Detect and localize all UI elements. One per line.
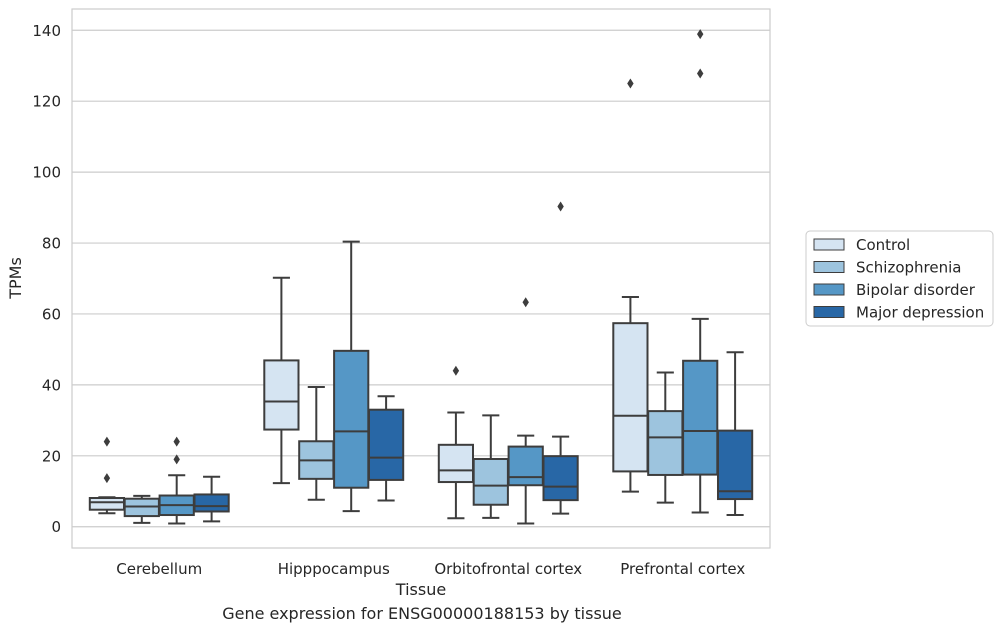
legend-swatch (813, 283, 845, 296)
chart-caption: Gene expression for ENSG00000188153 by t… (222, 604, 622, 623)
box-iqr (472, 457, 509, 506)
outlier-point (452, 365, 460, 376)
box-3-3 (716, 351, 754, 517)
box-2-1 (472, 414, 509, 519)
legend: Control Schizophrenia Bipolar disorder Majo… (805, 230, 994, 327)
box-marks (88, 29, 754, 525)
box-iqr (542, 455, 579, 502)
outlier-point (103, 473, 111, 484)
legend-label: Control (856, 236, 910, 254)
box-0-3 (193, 475, 230, 523)
x-tick-label: Orbitofrontal cortex (434, 560, 582, 578)
outlier-point (697, 29, 704, 40)
y-tick-label: 60 (42, 305, 61, 323)
box-iqr (193, 493, 230, 513)
box-1-1 (298, 386, 335, 501)
y-tick-label: 100 (32, 164, 61, 182)
x-axis-label: Tissue (395, 580, 446, 599)
box-iqr (367, 408, 405, 481)
box-2-2 (507, 297, 544, 525)
box-3-2 (682, 29, 719, 514)
legend-label: Bipolar disorder (856, 281, 976, 299)
y-tick-labels: 0 20 40 60 80 100 120 140 (32, 22, 61, 536)
box-iqr (437, 443, 475, 484)
legend-swatch (813, 238, 845, 251)
y-tick-label: 0 (51, 518, 61, 536)
box-1-0 (263, 276, 300, 485)
x-tick-label: Prefrontal cortex (620, 560, 745, 578)
legend-swatch (813, 306, 845, 318)
box-1-3 (367, 395, 405, 502)
y-tick-label: 80 (42, 235, 61, 253)
legend-label: Schizophrenia (856, 259, 961, 277)
box-3-0 (612, 78, 649, 493)
outlier-point (522, 297, 529, 308)
box-iqr (682, 359, 719, 476)
outlier-point (103, 436, 111, 447)
box-iqr (647, 410, 684, 476)
y-tick-label: 20 (42, 447, 61, 465)
box-0-0 (88, 436, 126, 515)
gridlines (72, 29, 770, 528)
box-iqr (716, 429, 754, 501)
y-tick-label: 140 (32, 22, 61, 40)
legend-label: Major depression (856, 304, 984, 322)
outlier-point (697, 68, 704, 79)
x-tick-label: Cerebellum (116, 560, 202, 578)
box-0-2 (158, 436, 195, 525)
outlier-point (627, 78, 634, 89)
box-iqr (333, 349, 370, 489)
box-iqr (88, 497, 126, 511)
y-tick-label: 120 (32, 93, 61, 111)
box-iqr (612, 322, 649, 473)
plot-frame (71, 8, 771, 549)
legend-frame (805, 230, 994, 327)
x-tick-label: Hipppocampus (278, 560, 390, 578)
y-axis-label: TPMs (6, 257, 25, 300)
box-3-1 (647, 371, 684, 504)
box-iqr (507, 445, 544, 487)
outlier-point (173, 436, 180, 447)
legend-swatch (813, 261, 845, 273)
box-2-3 (542, 201, 579, 515)
box-iqr (263, 359, 300, 431)
box-1-2 (333, 240, 370, 513)
outlier-point (173, 454, 180, 465)
y-tick-label: 40 (42, 376, 61, 394)
outlier-point (557, 201, 564, 212)
x-tick-labels: Cerebellum Hipppocampus Orbitofrontal cort… (116, 560, 745, 578)
